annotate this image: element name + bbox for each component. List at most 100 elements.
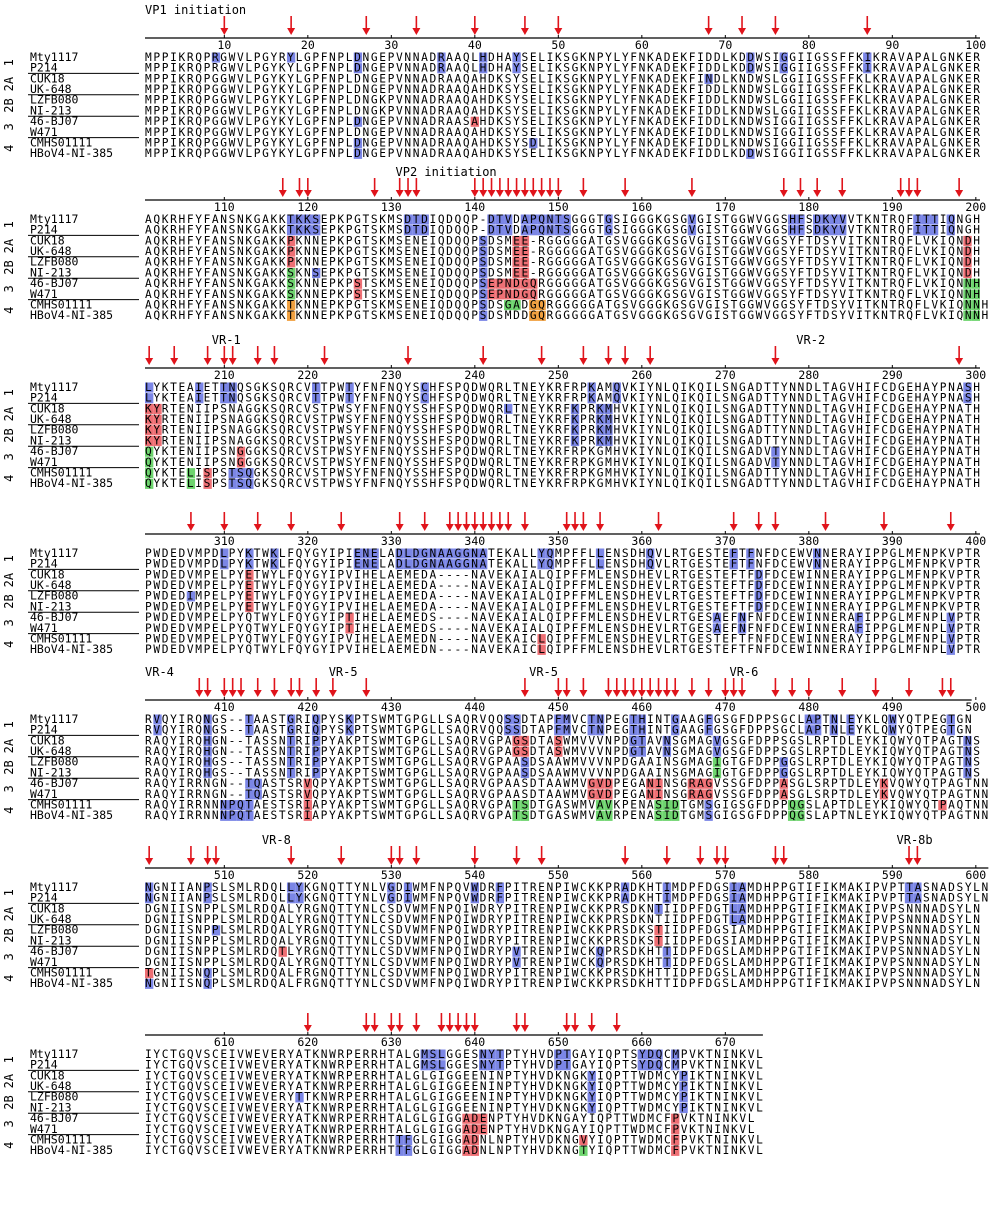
- conserved-site-arrow: [738, 678, 747, 697]
- strain-name: UK-648: [30, 412, 72, 426]
- position-label: 520: [297, 868, 318, 882]
- conserved-site-arrow: [821, 512, 830, 531]
- position-label: 230: [381, 368, 402, 382]
- residue-highlight: [395, 1135, 404, 1146]
- residue-highlight: [662, 957, 672, 968]
- residue-highlight: [286, 746, 296, 757]
- conserved-site-arrow: [646, 346, 655, 365]
- conserved-site-arrow: [370, 1013, 379, 1032]
- residue-highlight: [879, 778, 889, 789]
- conserved-site-arrow: [470, 512, 479, 531]
- sequence-row: NGNIIANPSLSMLRDQLLYKGNQTTYNLVGDIWMFNPQVW…: [145, 892, 988, 905]
- conserved-site-arrow: [754, 512, 763, 531]
- residue-highlight: [479, 1124, 488, 1135]
- conserved-site-arrow: [721, 678, 730, 697]
- residue-highlight: [145, 393, 154, 404]
- residue-highlight: [203, 882, 212, 893]
- residue-highlight: [829, 225, 839, 236]
- conserved-site-arrow: [479, 178, 488, 197]
- strain-name: 46-BJ07: [30, 1111, 79, 1125]
- group-label: 2A: [2, 906, 16, 921]
- residue-highlight: [754, 591, 763, 602]
- conserved-site-arrow: [228, 678, 237, 697]
- position-label: 640: [464, 1035, 485, 1049]
- residue-highlight: [562, 225, 571, 236]
- residue-highlight: [153, 414, 162, 425]
- residue-highlight: [913, 225, 922, 236]
- sequence-row: IYCTGQVSCEIVWEVERYATKNWRPERRHTALGLGIGGEE…: [145, 1101, 763, 1114]
- residue-highlight: [595, 414, 605, 425]
- group-label: 1: [2, 721, 16, 728]
- residue-highlight: [963, 393, 972, 404]
- residue-highlight: [245, 569, 254, 580]
- residue-highlight: [479, 268, 488, 279]
- residue-highlight: [570, 414, 580, 425]
- residue-highlight: [286, 214, 296, 225]
- residue-highlight: [345, 612, 354, 623]
- residue-highlight: [412, 225, 421, 236]
- residue-highlight: [312, 768, 321, 779]
- residue-highlight: [270, 559, 279, 570]
- residue-highlight: [662, 946, 672, 957]
- conserved-site-arrow: [395, 512, 404, 531]
- residue-highlight: [520, 268, 530, 279]
- residue-highlight: [245, 478, 254, 489]
- residue-highlight: [746, 52, 755, 63]
- residue-highlight: [679, 1070, 688, 1081]
- residue-highlight: [671, 1060, 680, 1071]
- residue-highlight: [587, 714, 596, 725]
- residue-highlight: [646, 1060, 655, 1071]
- residue-highlight: [604, 778, 613, 789]
- residue-highlight: [754, 602, 763, 613]
- position-label: 40: [468, 38, 482, 52]
- residue-highlight: [479, 310, 488, 321]
- strain-name: CUK18: [30, 401, 65, 415]
- conserved-site-arrow: [604, 678, 613, 697]
- residue-highlight: [312, 714, 321, 725]
- residue-highlight: [729, 893, 738, 904]
- position-label: 430: [381, 700, 402, 714]
- residue-highlight: [420, 548, 429, 559]
- residue-highlight: [203, 735, 212, 746]
- residue-highlight: [913, 882, 922, 893]
- residue-highlight: [963, 268, 972, 279]
- residue-highlight: [420, 225, 429, 236]
- residue-highlight: [829, 214, 839, 225]
- conserved-site-arrow: [687, 678, 696, 697]
- strain-name: 46-BJ07: [30, 444, 79, 458]
- conserved-site-arrow: [804, 678, 813, 697]
- residue-highlight: [512, 246, 521, 257]
- residue-highlight: [712, 757, 722, 768]
- residue-highlight: [787, 225, 797, 236]
- residue-highlight: [462, 1135, 471, 1146]
- group-label: 4: [2, 307, 16, 314]
- group-label: 1: [2, 389, 16, 396]
- conserved-site-arrow: [838, 678, 847, 697]
- conserved-site-arrow: [487, 178, 496, 197]
- residue-highlight: [403, 548, 413, 559]
- position-label: 470: [715, 700, 736, 714]
- residue-highlight: [671, 1049, 680, 1060]
- conserved-site-arrow: [395, 178, 404, 197]
- residue-highlight: [504, 278, 513, 289]
- strain-name: P214: [30, 61, 58, 75]
- residue-highlight: [637, 714, 646, 725]
- residue-highlight: [312, 225, 321, 236]
- residue-highlight: [504, 214, 513, 225]
- strain-name: CUK18: [30, 1068, 65, 1082]
- residue-highlight: [604, 414, 613, 425]
- conserved-site-arrow: [278, 178, 287, 197]
- residue-highlight: [479, 235, 488, 246]
- residue-highlight: [637, 1060, 646, 1071]
- strain-name: P214: [30, 223, 58, 237]
- conserved-site-arrow: [170, 346, 179, 365]
- residue-highlight: [729, 882, 738, 893]
- residue-highlight: [712, 768, 722, 779]
- residue-highlight: [479, 1049, 488, 1060]
- residue-highlight: [479, 289, 488, 300]
- residue-highlight: [746, 148, 755, 159]
- residue-highlight: [412, 559, 421, 570]
- position-label: 320: [297, 534, 318, 548]
- residue-highlight: [746, 559, 755, 570]
- residue-highlight: [220, 559, 229, 570]
